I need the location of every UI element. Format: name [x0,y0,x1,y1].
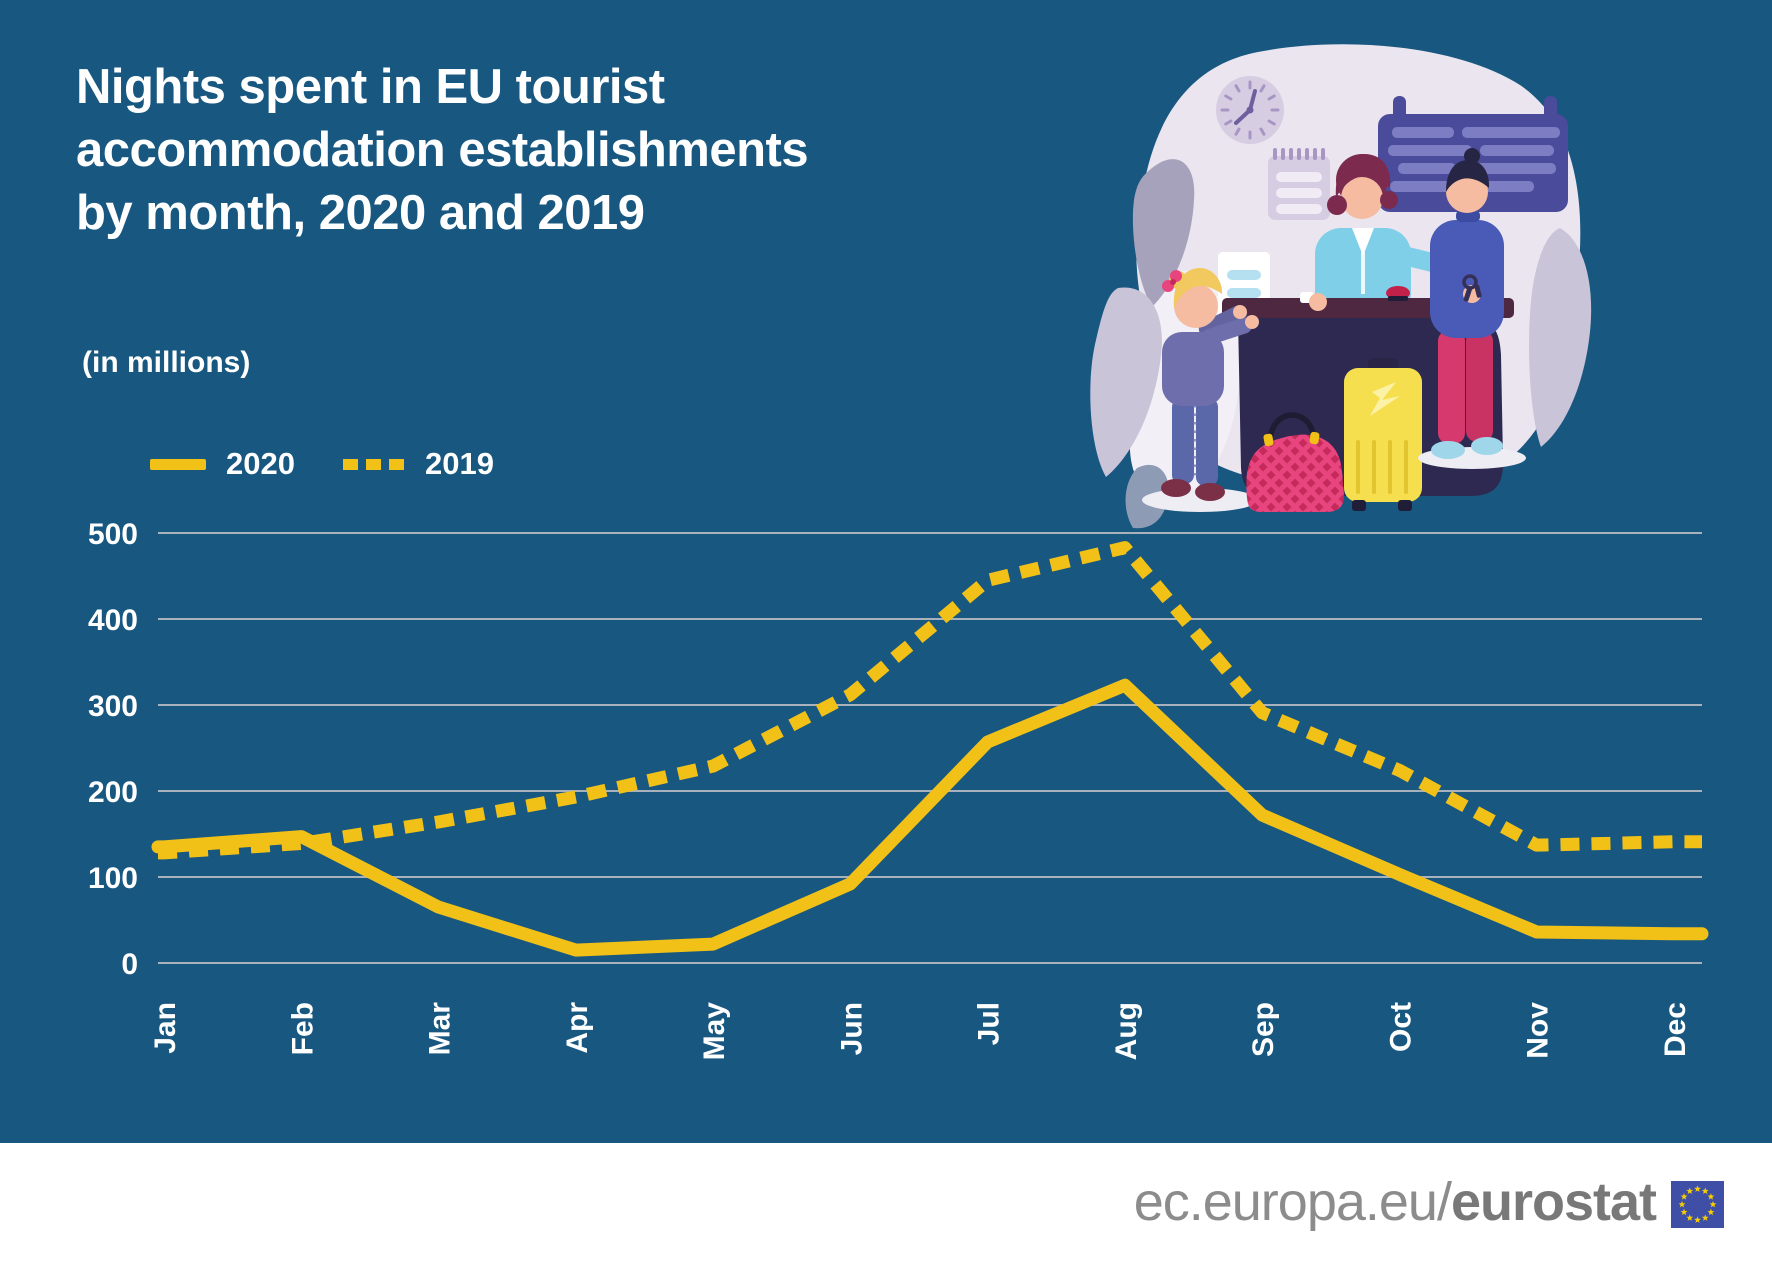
eu-flag-icon [1671,1180,1724,1228]
y-tick-label-500: 500 [88,518,138,551]
title-line-3: by month, 2020 and 2019 [76,186,645,240]
x-tick-label-jan: Jan [149,1002,182,1054]
y-tick-label-0: 0 [121,948,138,981]
y-tick-label-300: 300 [88,690,138,723]
legend-item-2020: 2020 [150,446,295,482]
solid-line-swatch [150,458,206,470]
x-tick-label-jun: Jun [835,1002,868,1055]
footer-link[interactable]: ec.europa.eu/eurostat [1133,1171,1657,1233]
plant-leaves [1090,159,1592,529]
legend-item-2019: 2019 [342,446,494,482]
x-tick-label-jul: Jul [973,1002,1006,1045]
chart-unit-subtitle: (in millions) [82,346,251,379]
series-line-2019 [157,541,1702,860]
title-line-1: Nights spent in EU tourist [76,60,665,114]
x-tick-label-dec: Dec [1659,1002,1692,1057]
legend-label-2019: 2019 [424,446,494,481]
child [1142,268,1259,512]
guest [1418,148,1526,469]
x-tick-label-sep: Sep [1247,1002,1280,1057]
legend-label-2020: 2020 [226,446,295,481]
title-line-2: accommodation establishments [76,123,809,177]
dashed-line-swatch [342,458,405,470]
notepad [1268,148,1330,220]
chart-legend: 2020 2019 [150,446,494,482]
y-tick-label-100: 100 [88,862,138,895]
footer-url-regular: ec.europa.eu/ [1133,1172,1452,1232]
wall-clock [1216,76,1284,144]
suitcase [1344,358,1422,511]
y-tick-label-200: 200 [88,776,138,809]
room-keys [1462,274,1482,302]
hotel-reception-illustration [1090,44,1592,529]
y-tick-label-400: 400 [88,604,138,637]
x-tick-label-feb: Feb [286,1002,319,1055]
footer-bar: ec.europa.eu/eurostat [0,1143,1772,1261]
series-line-2020 [151,678,1709,957]
x-tick-label-nov: Nov [1522,1002,1555,1059]
x-tick-label-aug: Aug [1110,1002,1143,1060]
x-tick-label-oct: Oct [1384,1002,1417,1052]
page-title: Nights spent in EU tourist accommodation… [76,56,809,245]
x-tick-label-may: May [698,1002,731,1061]
x-tick-label-apr: Apr [561,1002,594,1054]
footer-url-bold: eurostat [1450,1172,1657,1232]
x-tick-label-mar: Mar [424,1002,457,1056]
